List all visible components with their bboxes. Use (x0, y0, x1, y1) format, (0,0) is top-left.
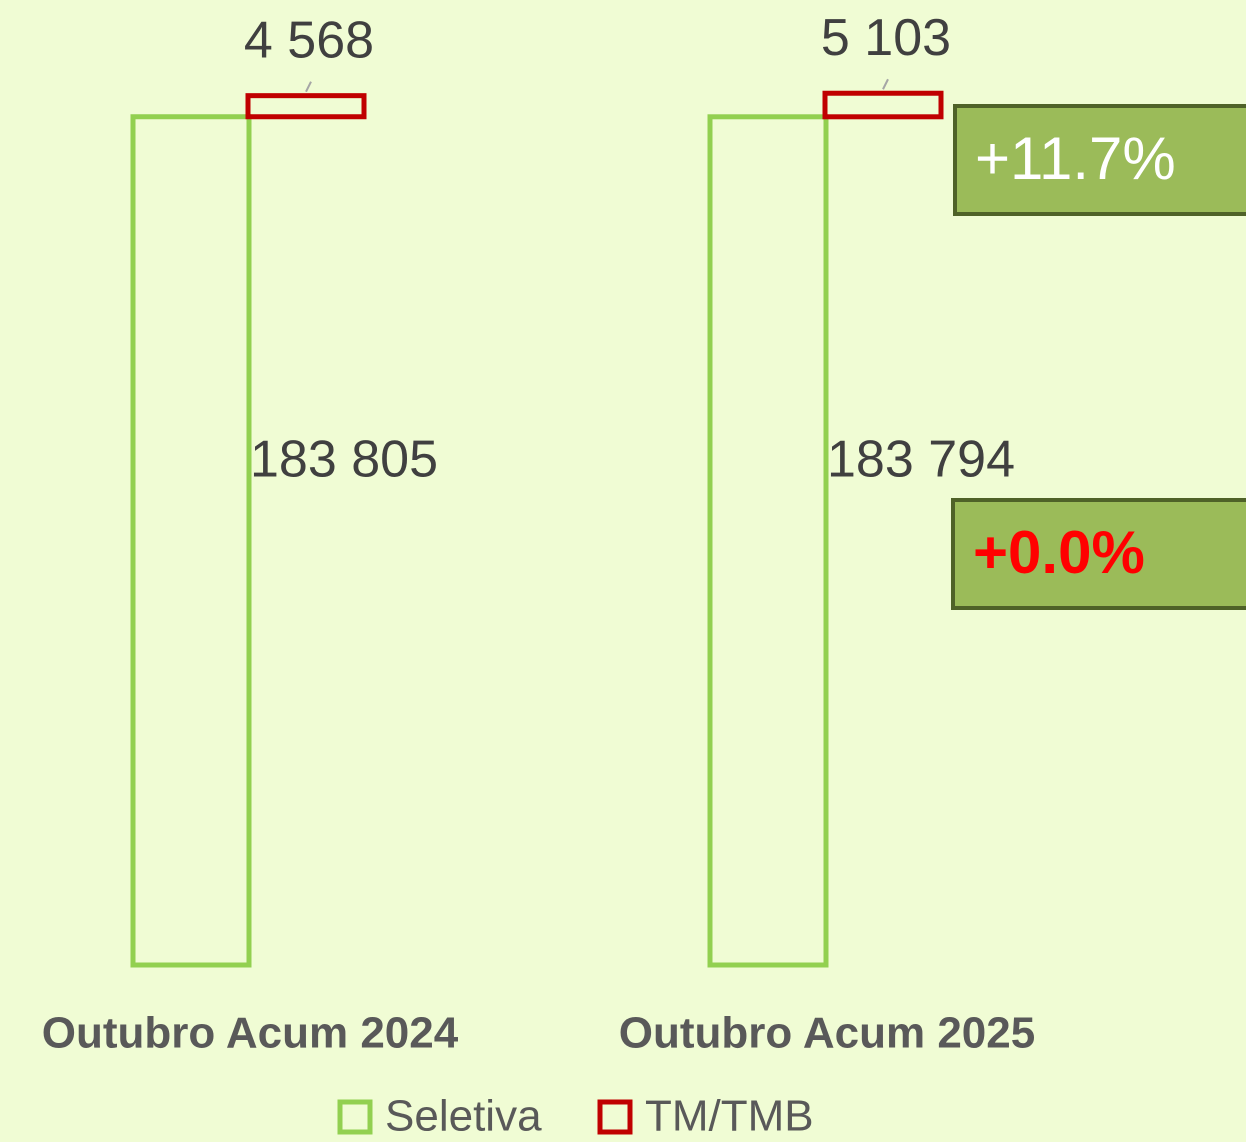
value-label: 4 568 (244, 11, 374, 69)
bar (245, 93, 367, 120)
value-label: 5 103 (821, 9, 951, 67)
annotation: +11.7% (975, 125, 1176, 192)
annotation-box (951, 498, 1246, 610)
legend-swatch (597, 1099, 633, 1135)
bar (130, 114, 252, 968)
x-tick-label: Outubro Acum 2025 (619, 1009, 1035, 1058)
legend-label: Seletiva (385, 1092, 542, 1141)
annotation: +0.0% (973, 519, 1145, 586)
bar (707, 114, 829, 968)
bar (822, 90, 944, 120)
x-tick-label: Outubro Acum 2024 (42, 1009, 459, 1058)
annotation-box (953, 104, 1246, 216)
legend-label: TM/TMB (645, 1092, 814, 1141)
legend-swatch (337, 1099, 373, 1135)
value-label: 183 805 (250, 431, 438, 489)
leader-line (882, 78, 889, 90)
leader-line (305, 81, 312, 93)
value-label: 183 794 (827, 431, 1015, 489)
